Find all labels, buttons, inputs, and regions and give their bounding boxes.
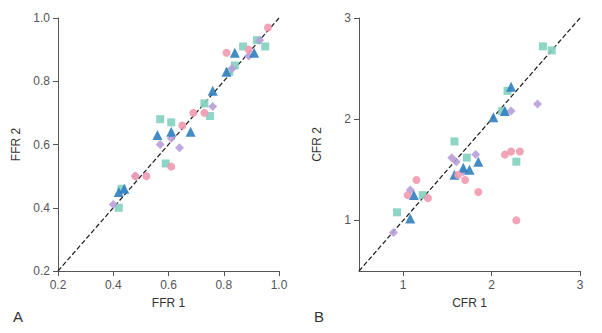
svg-text:B: B [314,308,324,325]
svg-text:0.6: 0.6 [33,138,50,152]
svg-text:0.8: 0.8 [33,74,50,88]
svg-text:0.8: 0.8 [215,278,232,292]
svg-text:0.4: 0.4 [105,278,122,292]
svg-text:0.2: 0.2 [33,264,50,278]
svg-text:3: 3 [344,11,351,25]
svg-text:0.6: 0.6 [160,278,177,292]
svg-text:1: 1 [400,278,407,292]
svg-text:A: A [13,308,23,325]
svg-text:2: 2 [488,278,495,292]
svg-text:FFR 2: FFR 2 [9,128,23,162]
svg-text:1.0: 1.0 [271,278,288,292]
svg-text:1: 1 [344,213,351,227]
svg-text:1.0: 1.0 [33,11,50,25]
svg-text:0.4: 0.4 [33,201,50,215]
svg-text:FFR 1: FFR 1 [152,296,186,310]
svg-text:CFR 2: CFR 2 [310,127,324,162]
svg-text:2: 2 [344,112,351,126]
svg-text:3: 3 [577,278,584,292]
svg-text:0.2: 0.2 [50,278,67,292]
svg-text:CFR 1: CFR 1 [452,296,487,310]
